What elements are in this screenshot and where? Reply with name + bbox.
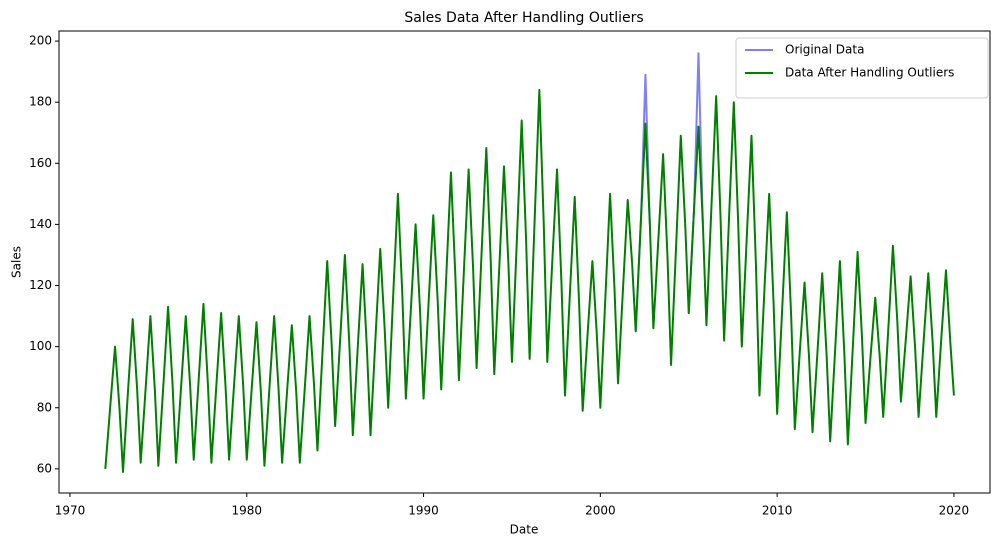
legend-label: Data After Handling Outliers [785,66,954,80]
x-tick-label: 2000 [585,504,616,518]
x-axis-label: Date [510,523,539,537]
chart-title: Sales Data After Handling Outliers [404,10,643,26]
x-tick-label: 2020 [939,504,970,518]
y-tick-label: 140 [29,217,52,231]
legend-label: Original Data [785,43,864,57]
x-tick-label: 1990 [408,504,439,518]
y-tick-label: 200 [29,34,52,48]
y-tick-label: 100 [29,339,52,353]
y-tick-label: 80 [37,400,52,414]
y-tick-label: 60 [37,461,52,475]
y-tick-label: 180 [29,95,52,109]
y-tick-label: 120 [29,278,52,292]
x-tick-label: 1970 [55,504,86,518]
plot-frame [58,30,991,494]
x-tick-label: 2010 [762,504,793,518]
x-tick-label: 1980 [231,504,262,518]
legend-box [735,37,989,99]
y-tick-label: 160 [29,156,52,170]
series-line [104,88,955,473]
y-axis-label: Sales [10,246,24,278]
